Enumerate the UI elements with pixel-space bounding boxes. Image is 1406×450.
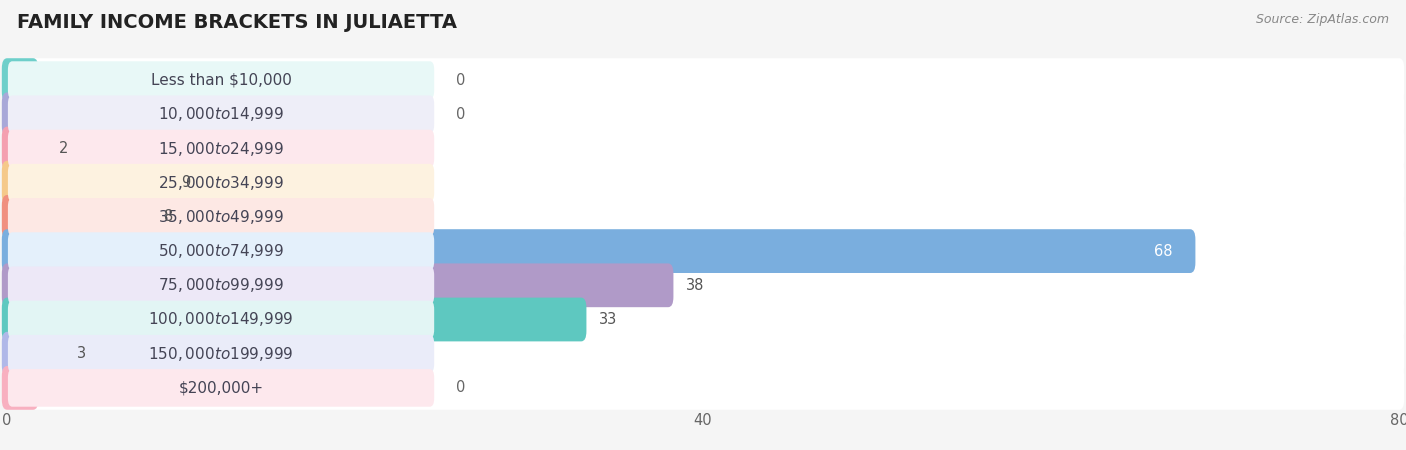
FancyBboxPatch shape [1,366,38,410]
Text: 38: 38 [686,278,704,293]
FancyBboxPatch shape [8,369,434,407]
Text: FAMILY INCOME BRACKETS IN JULIAETTA: FAMILY INCOME BRACKETS IN JULIAETTA [17,14,457,32]
FancyBboxPatch shape [8,130,434,167]
FancyBboxPatch shape [1,263,1405,307]
FancyBboxPatch shape [1,58,38,102]
FancyBboxPatch shape [1,332,1405,376]
FancyBboxPatch shape [1,195,152,239]
Text: Less than $10,000: Less than $10,000 [150,72,291,88]
FancyBboxPatch shape [1,229,1405,273]
FancyBboxPatch shape [1,92,1405,136]
Text: $25,000 to $34,999: $25,000 to $34,999 [157,174,284,192]
FancyBboxPatch shape [1,161,1405,205]
Text: 33: 33 [599,312,617,327]
Text: 3: 3 [77,346,86,361]
FancyBboxPatch shape [1,297,1405,342]
Text: 9: 9 [181,175,190,190]
FancyBboxPatch shape [1,58,1405,102]
FancyBboxPatch shape [8,301,434,338]
FancyBboxPatch shape [8,232,434,270]
FancyBboxPatch shape [1,126,46,171]
Text: $10,000 to $14,999: $10,000 to $14,999 [157,105,284,123]
FancyBboxPatch shape [1,297,586,342]
Text: $100,000 to $149,999: $100,000 to $149,999 [149,310,294,328]
Text: $75,000 to $99,999: $75,000 to $99,999 [157,276,284,294]
Text: 8: 8 [163,209,173,225]
Text: $200,000+: $200,000+ [179,380,263,396]
FancyBboxPatch shape [1,229,1195,273]
Text: $35,000 to $49,999: $35,000 to $49,999 [157,208,284,226]
FancyBboxPatch shape [8,198,434,236]
Text: $150,000 to $199,999: $150,000 to $199,999 [149,345,294,363]
Text: 2: 2 [59,141,69,156]
Text: 0: 0 [456,107,465,122]
FancyBboxPatch shape [1,332,65,376]
Text: 0: 0 [456,72,465,88]
Text: $15,000 to $24,999: $15,000 to $24,999 [157,140,284,158]
FancyBboxPatch shape [1,92,38,136]
FancyBboxPatch shape [1,263,673,307]
FancyBboxPatch shape [8,164,434,202]
Text: 0: 0 [456,380,465,396]
FancyBboxPatch shape [1,126,1405,171]
Text: 68: 68 [1154,243,1173,259]
FancyBboxPatch shape [8,95,434,133]
FancyBboxPatch shape [8,335,434,373]
FancyBboxPatch shape [8,266,434,304]
FancyBboxPatch shape [1,195,1405,239]
FancyBboxPatch shape [1,161,169,205]
FancyBboxPatch shape [8,61,434,99]
Text: Source: ZipAtlas.com: Source: ZipAtlas.com [1256,14,1389,27]
FancyBboxPatch shape [1,366,1405,410]
Text: $50,000 to $74,999: $50,000 to $74,999 [157,242,284,260]
